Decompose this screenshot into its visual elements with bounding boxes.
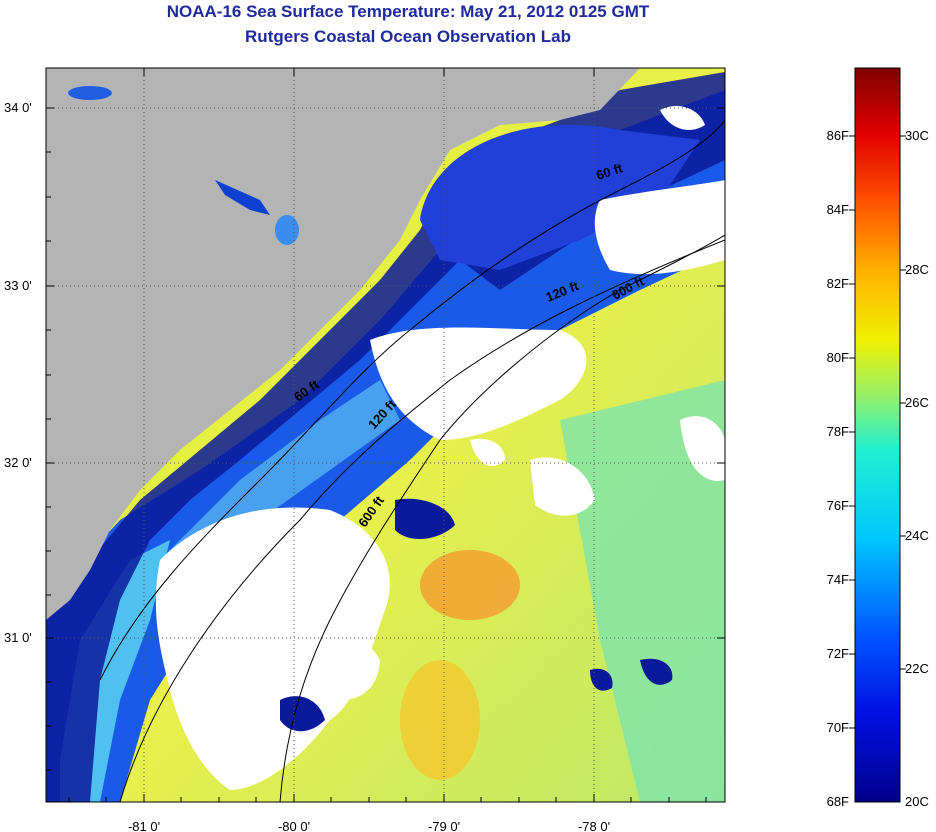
warm-core-patch (420, 550, 520, 620)
colorbar-label-c: 22C (905, 661, 929, 676)
lat-label: 34 0' (4, 100, 32, 115)
colorbar-label-f: 84F (827, 202, 849, 217)
colorbar-label-f: 72F (827, 646, 849, 661)
map-frame (45, 67, 726, 803)
colorbar-ticks (849, 135, 906, 729)
inland-river (215, 180, 270, 215)
colorbar-label-c: 20C (905, 794, 929, 809)
map-subtitle: Rutgers Coastal Ocean Observation Lab (245, 27, 571, 46)
colorbar-label-f: 74F (827, 572, 849, 587)
inland-lake (275, 215, 299, 245)
land-area (46, 68, 640, 620)
colorbar-label-f: 86F (827, 128, 849, 143)
lon-label: -79 0' (428, 819, 460, 832)
lon-label: -80 0' (278, 819, 310, 832)
lon-label: -78 0' (578, 819, 610, 832)
colorbar-label-f: 78F (827, 424, 849, 439)
colorbar-label-f: 70F (827, 720, 849, 735)
colorbar-label-c: 28C (905, 262, 929, 277)
isobath-contours (99, 119, 725, 802)
lon-label: -81 0' (128, 819, 160, 832)
colorbar-label-c: 26C (905, 395, 929, 410)
northern-bay-water (420, 124, 700, 270)
cold-patches (280, 498, 673, 732)
map-title: NOAA-16 Sea Surface Temperature: May 21,… (166, 2, 650, 21)
colorbar (854, 67, 901, 803)
colorbar-label-f: 80F (827, 350, 849, 365)
map-image: 60 ft 120 ft 600 ft 60 ft 120 ft 600 ft (46, 68, 725, 802)
map-ticks (46, 68, 725, 802)
warm-patch-south (400, 660, 480, 780)
cooler-offshore-water (560, 380, 725, 802)
lat-label: 31 0' (4, 630, 32, 645)
lat-label: 33 0' (4, 278, 32, 293)
colorbar-label-f: 76F (827, 498, 849, 513)
colorbar-label-f: 68F (827, 794, 849, 809)
nearshore-light-blue (160, 380, 400, 560)
colorbar-label-f: 82F (827, 276, 849, 291)
inland-lake (68, 86, 112, 100)
colorbar-label-c: 24C (905, 528, 929, 543)
cloud-mask (155, 105, 725, 790)
lat-label: 32 0' (4, 455, 32, 470)
shelf-water-blue (46, 90, 725, 802)
colorbar-label-c: 30C (905, 128, 929, 143)
